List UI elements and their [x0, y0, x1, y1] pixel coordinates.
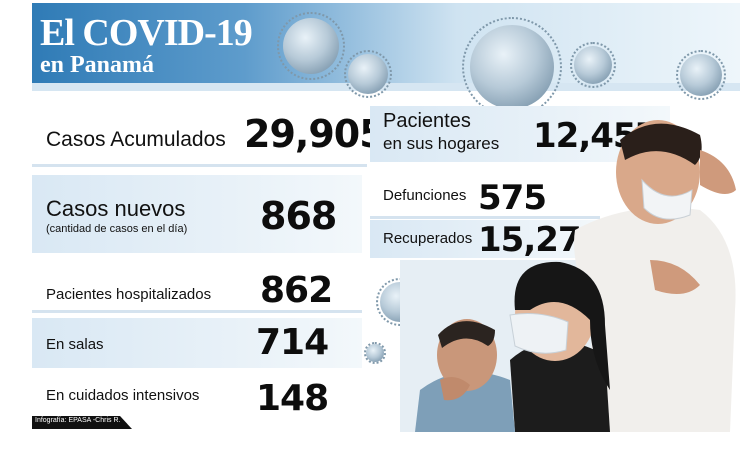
- row-casos-nuevos: [32, 175, 362, 253]
- label-en-salas: En salas: [46, 336, 104, 353]
- row-en-salas: [32, 318, 362, 368]
- value-cuidados-intensivos: 148: [256, 378, 329, 419]
- coronavirus-illustration: [277, 12, 345, 80]
- value-en-salas: 714: [256, 322, 329, 363]
- label-casos-acumulados: Casos Acumulados: [46, 128, 226, 151]
- row-hospitalizados: [32, 266, 362, 313]
- credit-text: Infografía: EPASA -Chris R.: [35, 417, 121, 424]
- note-casos-nuevos: (cantidad de casos en el día): [46, 223, 188, 235]
- label-recuperados: Recuperados: [383, 230, 473, 247]
- row-acumulados: [32, 110, 367, 167]
- label-pacientes-hogares-2: en sus hogares: [383, 134, 500, 153]
- infographic-title: El COVID-19: [40, 12, 253, 54]
- label-casos-nuevos: Casos nuevos: [46, 196, 186, 221]
- label-pacientes-hospitalizados: Pacientes hospitalizados: [46, 286, 212, 303]
- label-defunciones: Defunciones: [383, 187, 467, 204]
- value-casos-nuevos: 868: [260, 194, 337, 238]
- coronavirus-illustration: [570, 42, 616, 88]
- label-cuidados-intensivos: En cuidados intensivos: [46, 387, 200, 404]
- people-with-masks-photo: [400, 120, 736, 432]
- credit-tag: Infografía: EPASA -Chris R.: [32, 416, 132, 429]
- coronavirus-illustration: [364, 342, 386, 364]
- row-recuperados: [370, 220, 600, 258]
- coronavirus-illustration: [675, 49, 727, 101]
- label-pacientes-hogares-1: Pacientes: [383, 110, 471, 132]
- infographic-subtitle: en Panamá: [40, 52, 154, 78]
- value-defunciones: 575: [478, 178, 547, 218]
- coronavirus-illustration: [461, 16, 563, 118]
- value-casos-acumulados: 29,905: [244, 112, 386, 156]
- coronavirus-illustration: [344, 50, 392, 98]
- value-pacientes-hospitalizados: 862: [260, 270, 333, 311]
- row-defunciones: [370, 178, 600, 219]
